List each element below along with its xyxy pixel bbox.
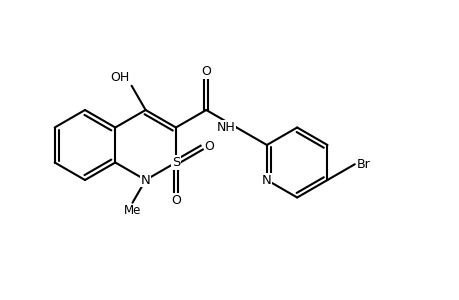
Text: O: O — [201, 65, 211, 78]
Text: N: N — [262, 173, 271, 187]
Text: N: N — [140, 173, 150, 187]
Text: Me: Me — [123, 204, 141, 217]
Text: NH: NH — [216, 121, 235, 134]
Text: O: O — [171, 194, 180, 207]
Text: S: S — [171, 156, 180, 169]
Text: O: O — [204, 140, 214, 153]
Text: Br: Br — [356, 158, 369, 171]
Text: OH: OH — [110, 71, 129, 84]
